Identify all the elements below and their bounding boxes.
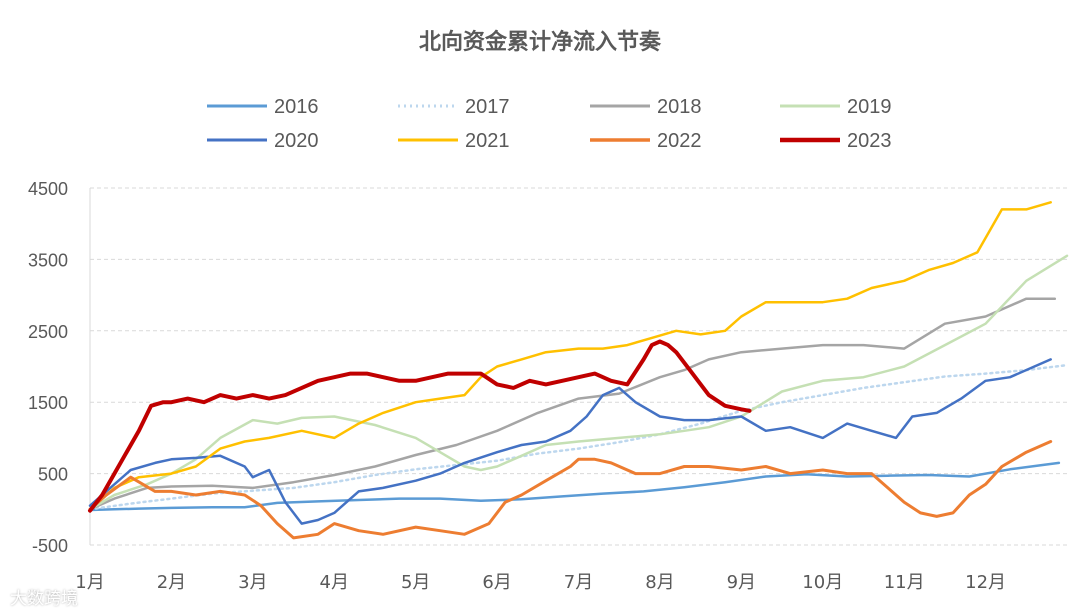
legend-label-2018: 2018	[657, 96, 702, 118]
x-tick-label: 10月	[802, 572, 843, 593]
legend-label-2021: 2021	[465, 130, 510, 152]
x-tick-label: 6月	[482, 572, 511, 593]
y-axis-ticks: 4500 3500 2500 1500 500 -500	[28, 179, 68, 556]
series-line-2017	[88, 363, 1069, 511]
series-line-2016	[88, 461, 1061, 512]
y-tick-label: 3500	[28, 250, 68, 270]
legend-label-2017: 2017	[465, 96, 510, 118]
series-line-2020	[88, 358, 1052, 525]
legend-label-2022: 2022	[657, 130, 702, 152]
series-line-2022	[88, 440, 1053, 540]
legend-label-2020: 2020	[274, 130, 319, 152]
series-line-2023	[88, 339, 752, 513]
series-line-2021	[88, 201, 1052, 511]
x-tick-label: 4月	[320, 572, 349, 593]
legend-label-2023: 2023	[847, 130, 892, 152]
y-tick-label: -500	[32, 536, 68, 556]
x-axis-ticks: 1月 2月 3月 4月 5月 6月 7月 8月 9月 10月 11月 12月	[75, 572, 1006, 593]
x-tick-label: 7月	[564, 572, 593, 593]
y-tick-label: 500	[38, 465, 68, 485]
series-lines	[88, 201, 1069, 540]
chart-title: 北向资金累计净流入节奏	[418, 30, 661, 55]
x-tick-label: 3月	[238, 572, 267, 593]
legend-label-2019: 2019	[847, 96, 892, 118]
x-tick-label: 1月	[75, 572, 104, 593]
legend-label-2016: 2016	[274, 96, 319, 118]
x-tick-label: 2月	[157, 572, 186, 593]
x-tick-label: 5月	[401, 572, 430, 593]
x-tick-label: 12月	[965, 572, 1006, 593]
series-line-2018	[88, 297, 1057, 511]
y-tick-label: 1500	[28, 393, 68, 413]
y-tick-label: 4500	[28, 179, 68, 199]
x-tick-label: 9月	[727, 572, 756, 593]
legend: 2016 2017 2018 2019 2020 2021 2022 2023	[207, 96, 892, 152]
x-tick-label: 8月	[645, 572, 674, 593]
grid-lines	[89, 187, 1067, 546]
y-tick-label: 2500	[28, 322, 68, 342]
x-tick-label: 11月	[884, 572, 925, 593]
series-line-2019	[88, 254, 1069, 511]
watermark-logo: 大数跨境	[10, 589, 78, 609]
